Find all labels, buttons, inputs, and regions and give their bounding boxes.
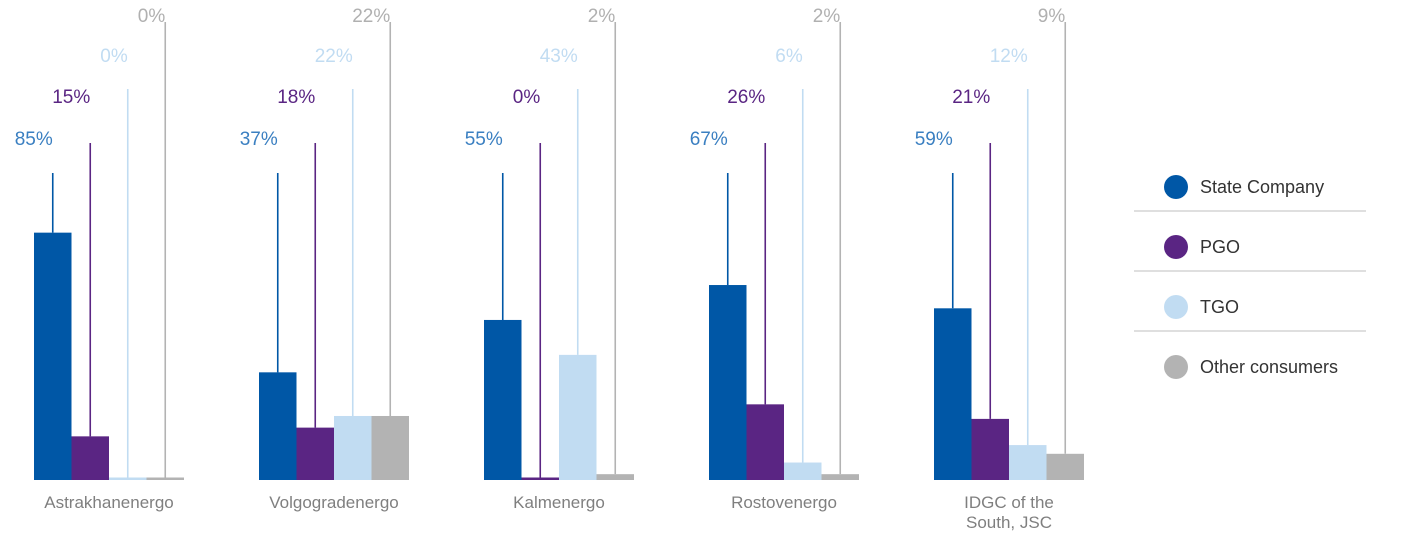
bar-tgo bbox=[559, 354, 597, 480]
legend-swatch bbox=[1164, 175, 1188, 199]
bar-tgo bbox=[109, 477, 147, 480]
bar-group-astrakhanenergo: 85% 15% 0% 0% Astrakhanenergo bbox=[15, 6, 184, 512]
bar-group-idgc-of-the-south-jsc: 59% 21%12% 9% IDGC of the South, JSC bbox=[915, 6, 1084, 532]
bar-other-consumers bbox=[371, 415, 409, 480]
legend-label: State Company bbox=[1200, 177, 1324, 197]
legend: State Company PGO TGO Other consumers bbox=[1134, 175, 1366, 379]
value-label-state-company: 55% bbox=[465, 129, 503, 150]
value-label-tgo: 6% bbox=[775, 46, 803, 67]
value-label-pgo: 0% bbox=[513, 87, 541, 108]
bar-group-rostovenergo: 67% 26% 6% 2% Rostovenergo bbox=[690, 6, 859, 512]
value-label-state-company: 59% bbox=[915, 129, 953, 150]
legend-label: Other consumers bbox=[1200, 357, 1338, 377]
bar-pgo bbox=[71, 436, 109, 480]
bar-state-company bbox=[34, 232, 72, 480]
bar-tgo bbox=[334, 415, 372, 480]
legend-item-other-consumers: Other consumers bbox=[1164, 355, 1338, 379]
value-label-pgo: 15% bbox=[52, 87, 90, 108]
bar-tgo bbox=[784, 462, 822, 480]
bar-pgo bbox=[296, 427, 334, 480]
plot-area: 85%15%0%0%Astrakhanenergo37%18%22%22%Vol… bbox=[15, 6, 1084, 532]
value-label-pgo: 26% bbox=[727, 87, 765, 108]
bar-other-consumers bbox=[821, 474, 859, 480]
legend-label: TGO bbox=[1200, 297, 1239, 317]
value-label-other-consumers: 9% bbox=[1038, 6, 1066, 27]
value-label-other-consumers: 0% bbox=[138, 6, 166, 27]
bar-other-consumers bbox=[146, 477, 184, 480]
value-label-other-consumers: 2% bbox=[813, 6, 841, 27]
value-label-state-company: 85% bbox=[15, 129, 53, 150]
bar-state-company bbox=[934, 308, 972, 480]
value-label-other-consumers: 2% bbox=[588, 6, 616, 27]
value-label-other-consumers: 22% bbox=[352, 6, 390, 27]
legend-item-pgo: PGO bbox=[1134, 235, 1366, 272]
category-label: IDGC of the South, JSC bbox=[964, 493, 1054, 532]
legend-item-state-company: State Company bbox=[1134, 175, 1366, 212]
value-label-pgo: 21% bbox=[952, 87, 990, 108]
bar-state-company bbox=[484, 319, 522, 480]
bar-state-company bbox=[259, 372, 297, 480]
bar-pgo bbox=[521, 477, 559, 480]
value-label-tgo: 0% bbox=[100, 46, 128, 67]
value-label-tgo: 12% bbox=[990, 46, 1028, 67]
bar-pgo bbox=[971, 418, 1009, 480]
bar-other-consumers bbox=[596, 474, 634, 480]
bar-state-company bbox=[709, 285, 747, 480]
bar-pgo bbox=[746, 404, 784, 480]
value-label-tgo: 22% bbox=[315, 46, 353, 67]
category-label: Rostovenergo bbox=[731, 493, 837, 512]
legend-swatch bbox=[1164, 295, 1188, 319]
value-label-pgo: 18% bbox=[277, 87, 315, 108]
value-label-state-company: 37% bbox=[240, 129, 278, 150]
value-label-tgo: 43% bbox=[540, 46, 578, 67]
bar-group-volgogradenergo: 37%18%22%22%Volgogradenergo bbox=[240, 6, 409, 512]
bar-tgo bbox=[1009, 445, 1047, 480]
legend-swatch bbox=[1164, 355, 1188, 379]
bar-group-kalmenergo: 55% 0% 43% 2% Kalmenergo bbox=[465, 6, 634, 512]
legend-swatch bbox=[1164, 235, 1188, 259]
category-label: Astrakhanenergo bbox=[44, 493, 173, 512]
legend-item-tgo: TGO bbox=[1134, 295, 1366, 332]
value-label-state-company: 67% bbox=[690, 129, 728, 150]
legend-label: PGO bbox=[1200, 237, 1240, 257]
bar-other-consumers bbox=[1046, 453, 1084, 480]
category-label: Kalmenergo bbox=[513, 493, 605, 512]
category-label: Volgogradenergo bbox=[269, 493, 399, 512]
